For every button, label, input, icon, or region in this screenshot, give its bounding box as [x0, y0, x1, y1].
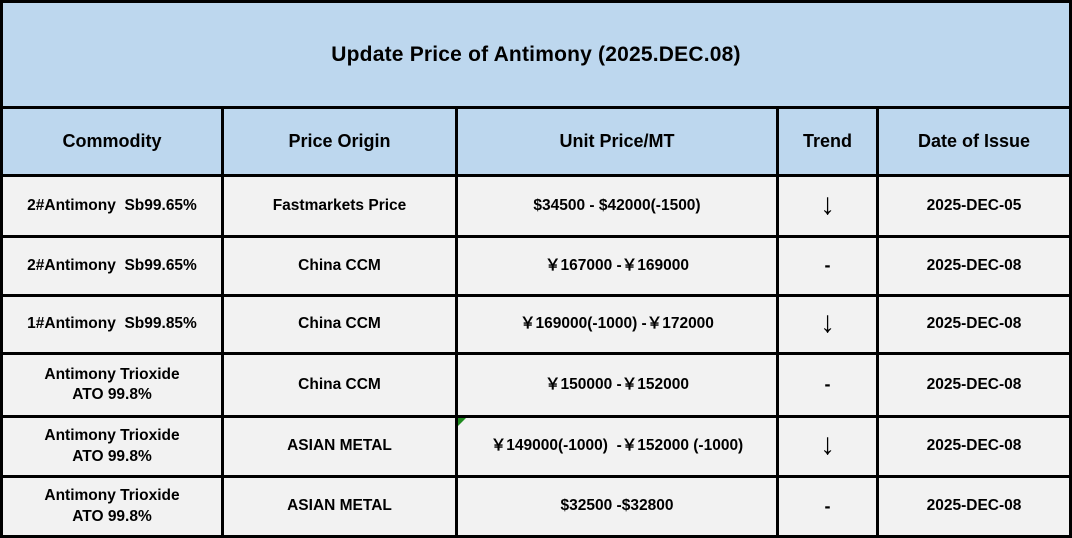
commodity-cell: Antimony Trioxide ATO 99.8% — [3, 418, 221, 475]
unit-price-cell: ￥167000 -￥169000 — [458, 238, 776, 294]
unit-price-cell: ￥169000(-1000) -￥172000 — [458, 297, 776, 352]
date-of-issue-cell: 2025-DEC-08 — [879, 478, 1069, 535]
price-origin-cell: ASIAN METAL — [224, 418, 455, 475]
cell-note-triangle-icon — [458, 418, 466, 426]
price-origin-cell: China CCM — [224, 297, 455, 352]
trend-cell-down-arrow-icon: ↓ — [779, 297, 876, 352]
commodity-cell: Antimony Trioxide ATO 99.8% — [3, 355, 221, 415]
unit-price-cell: $32500 -$32800 — [458, 478, 776, 535]
col-header-price-origin: Price Origin — [224, 109, 455, 174]
date-of-issue-cell: 2025-DEC-08 — [879, 297, 1069, 352]
unit-price-cell: $34500 - $42000(-1500) — [458, 177, 776, 235]
unit-price-text: ￥149000(-1000) -￥152000 (-1000) — [490, 437, 744, 455]
date-of-issue-cell: 2025-DEC-08 — [879, 418, 1069, 475]
trend-cell-dash: - — [779, 355, 876, 415]
date-of-issue-cell: 2025-DEC-05 — [879, 177, 1069, 235]
unit-price-cell: ￥150000 -￥152000 — [458, 355, 776, 415]
trend-cell-down-arrow-icon: ↓ — [779, 177, 876, 235]
commodity-cell: 2#Antimony Sb99.65% — [3, 177, 221, 235]
price-origin-cell: China CCM — [224, 355, 455, 415]
trend-cell-down-arrow-icon: ↓ — [779, 418, 876, 475]
price-origin-cell: ASIAN METAL — [224, 478, 455, 535]
date-of-issue-cell: 2025-DEC-08 — [879, 355, 1069, 415]
col-header-trend: Trend — [779, 109, 876, 174]
date-of-issue-cell: 2025-DEC-08 — [879, 238, 1069, 294]
col-header-date-of-issue: Date of Issue — [879, 109, 1069, 174]
commodity-cell: 2#Antimony Sb99.65% — [3, 238, 221, 294]
col-header-unit-price: Unit Price/MT — [458, 109, 776, 174]
price-origin-cell: China CCM — [224, 238, 455, 294]
table-title: Update Price of Antimony (2025.DEC.08) — [3, 3, 1069, 106]
commodity-cell: 1#Antimony Sb99.85% — [3, 297, 221, 352]
trend-cell-dash: - — [779, 238, 876, 294]
price-origin-cell: Fastmarkets Price — [224, 177, 455, 235]
trend-cell-dash: - — [779, 478, 876, 535]
col-header-commodity: Commodity — [3, 109, 221, 174]
unit-price-cell: ￥149000(-1000) -￥152000 (-1000) — [458, 418, 776, 475]
commodity-cell: Antimony Trioxide ATO 99.8% — [3, 478, 221, 535]
